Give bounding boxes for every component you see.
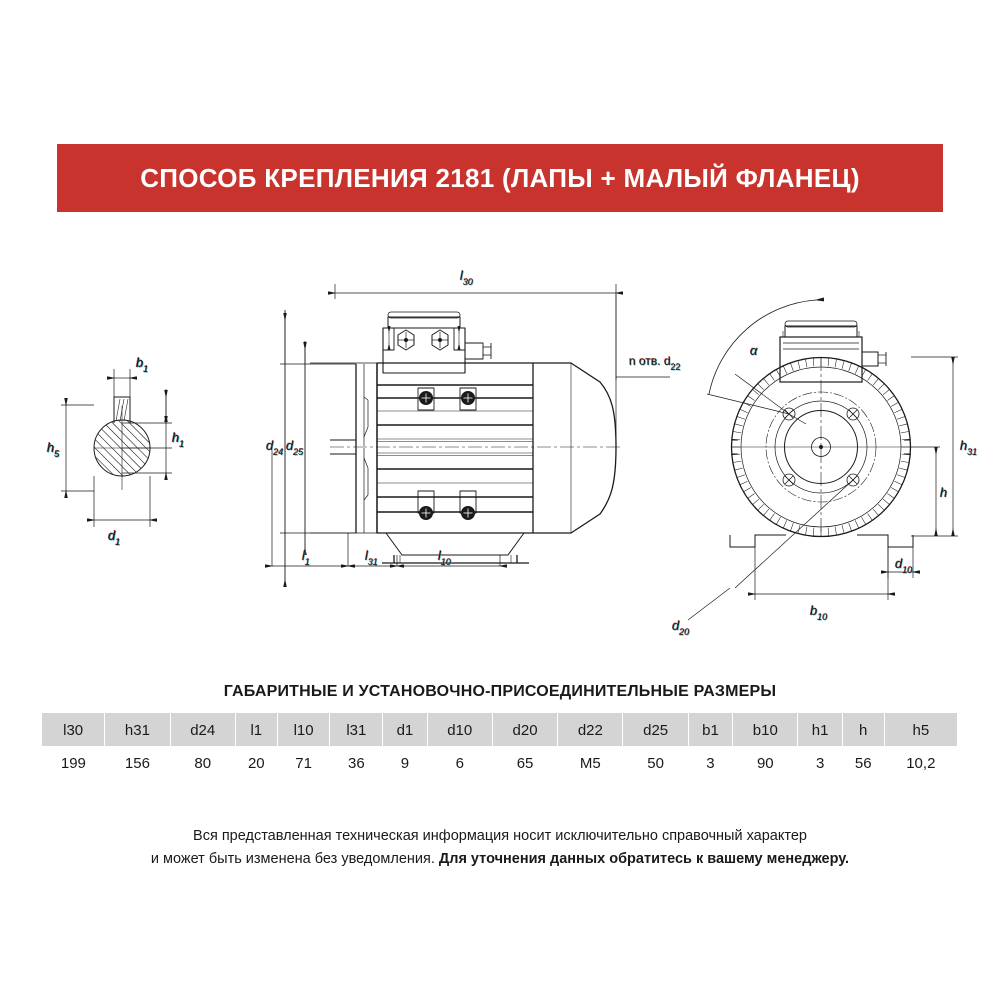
svg-text:b10: b10 [810, 603, 827, 622]
svg-text:h: h [940, 485, 947, 500]
svg-text:l31: l31 [365, 548, 378, 567]
svg-text:l1: l1 [302, 548, 310, 567]
svg-text:l30: l30 [460, 268, 473, 287]
svg-text:l10: l10 [438, 548, 451, 567]
svg-text:α: α [750, 343, 758, 358]
svg-text:h5: h5 [47, 440, 60, 459]
svg-text:d20: d20 [672, 618, 689, 637]
svg-text:h31: h31 [960, 438, 977, 457]
svg-text:n отв. d22: n отв. d22 [629, 354, 681, 372]
svg-text:d25: d25 [286, 438, 304, 457]
svg-text:d24: d24 [266, 438, 283, 457]
